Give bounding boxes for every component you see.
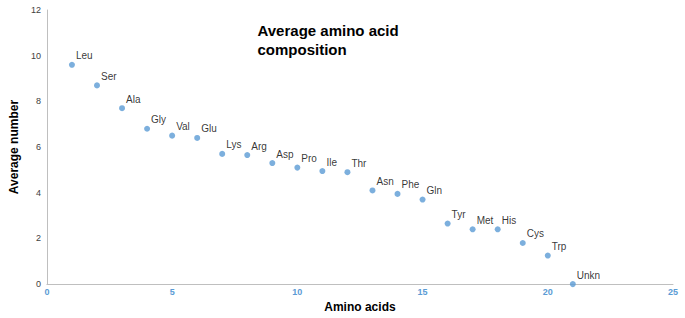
svg-text:Asn: Asn bbox=[376, 176, 393, 187]
svg-text:Average number: Average number bbox=[7, 100, 21, 195]
svg-text:10: 10 bbox=[31, 51, 41, 61]
svg-text:5: 5 bbox=[170, 287, 175, 297]
svg-text:10: 10 bbox=[292, 287, 302, 297]
svg-text:composition: composition bbox=[258, 41, 347, 58]
svg-text:Asp: Asp bbox=[276, 149, 294, 160]
svg-text:Lys: Lys bbox=[226, 139, 241, 150]
svg-text:Thr: Thr bbox=[351, 158, 367, 169]
svg-text:0: 0 bbox=[44, 287, 49, 297]
svg-text:Unkn: Unkn bbox=[577, 270, 600, 281]
svg-text:Amino acids: Amino acids bbox=[324, 300, 396, 314]
svg-text:Phe: Phe bbox=[402, 179, 420, 190]
svg-text:Average amino acid: Average amino acid bbox=[258, 22, 403, 39]
svg-text:Leu: Leu bbox=[76, 50, 93, 61]
svg-text:20: 20 bbox=[543, 287, 553, 297]
svg-text:Trp: Trp bbox=[552, 241, 567, 252]
svg-text:Gln: Gln bbox=[427, 185, 443, 196]
svg-text:Pro: Pro bbox=[301, 153, 317, 164]
svg-text:Ser: Ser bbox=[101, 71, 117, 82]
svg-text:Met: Met bbox=[477, 215, 494, 226]
svg-text:8: 8 bbox=[36, 96, 41, 106]
svg-text:15: 15 bbox=[418, 287, 428, 297]
svg-text:His: His bbox=[502, 215, 516, 226]
svg-text:Val: Val bbox=[176, 121, 190, 132]
svg-text:2: 2 bbox=[36, 233, 41, 243]
svg-text:0: 0 bbox=[36, 279, 41, 289]
svg-text:12: 12 bbox=[31, 5, 41, 15]
svg-text:Cys: Cys bbox=[527, 228, 544, 239]
svg-text:4: 4 bbox=[36, 188, 41, 198]
svg-text:Glu: Glu bbox=[201, 123, 217, 134]
svg-text:Arg: Arg bbox=[251, 141, 267, 152]
svg-text:Gly: Gly bbox=[151, 114, 166, 125]
svg-text:Ile: Ile bbox=[326, 157, 337, 168]
svg-text:Tyr: Tyr bbox=[452, 209, 467, 220]
svg-text:Ala: Ala bbox=[126, 94, 141, 105]
svg-text:25: 25 bbox=[668, 287, 678, 297]
svg-text:6: 6 bbox=[36, 142, 41, 152]
